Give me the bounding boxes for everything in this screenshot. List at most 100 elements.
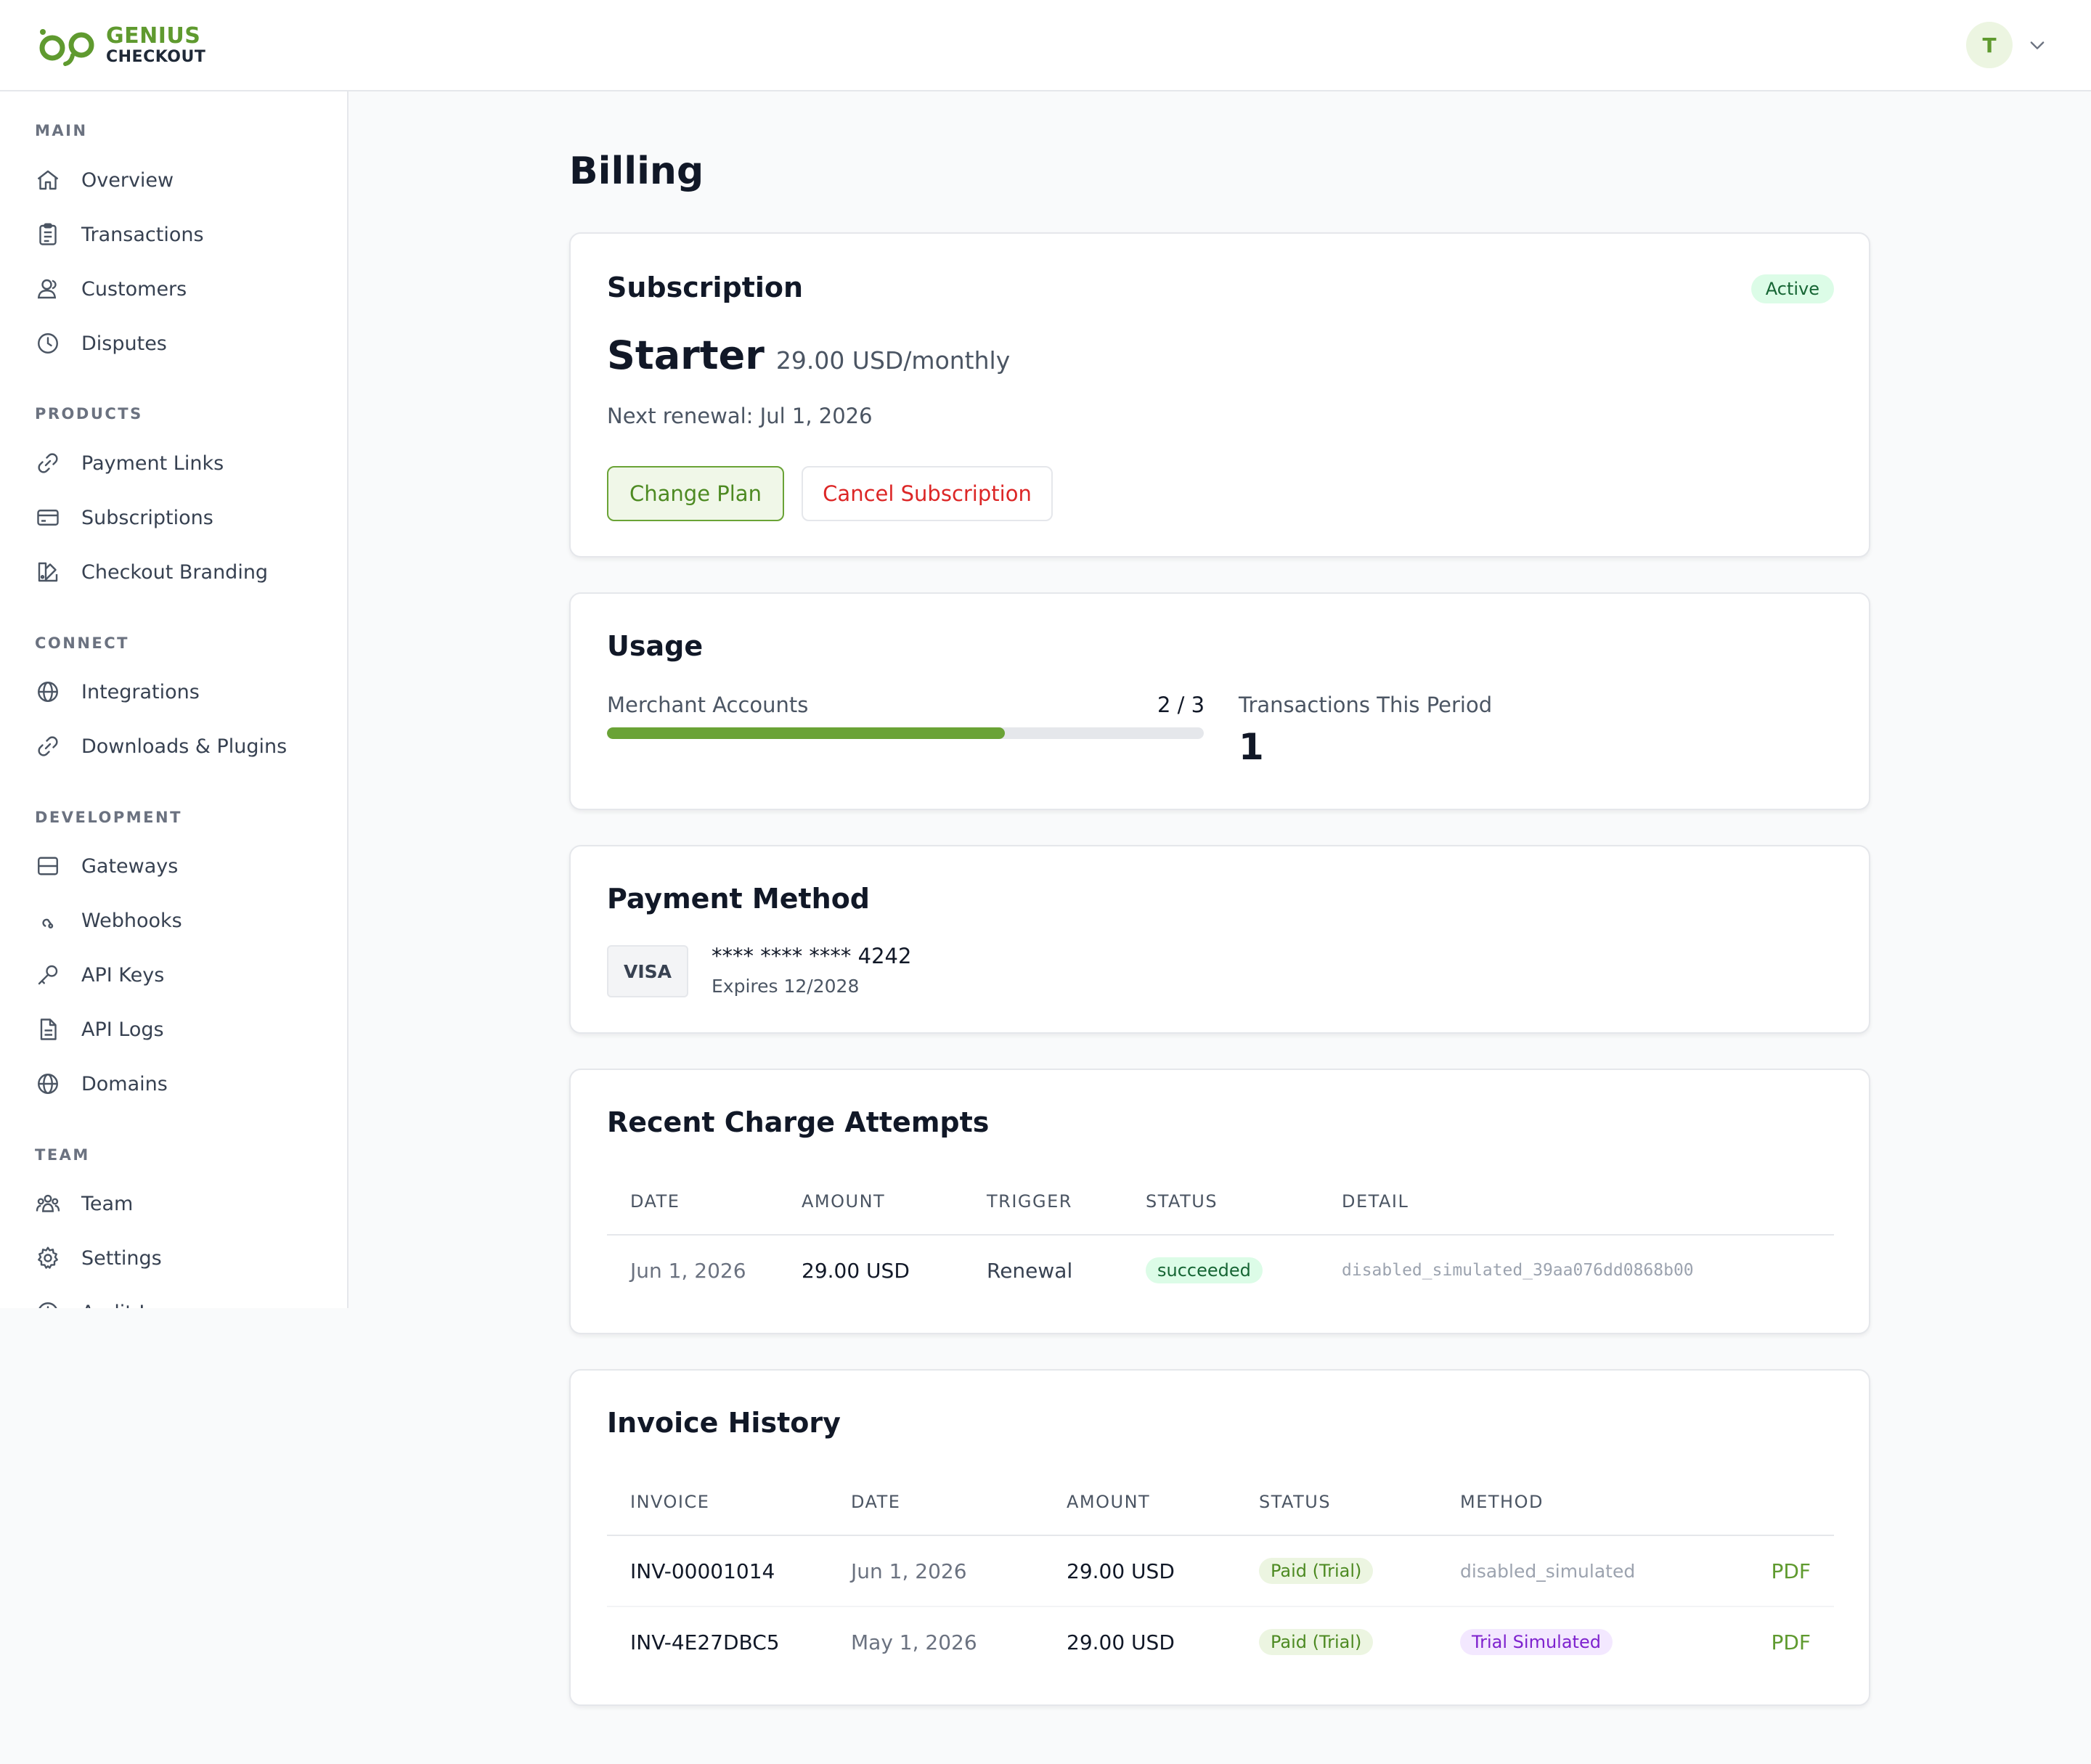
gear-icon — [38, 1246, 58, 1269]
charge-attempts-table: DATE AMOUNT TRIGGER STATUS DETAIL Jun 1,… — [607, 1169, 1834, 1305]
brand-logo[interactable]: GENIUS CHECKOUT — [36, 23, 205, 67]
pdf-link[interactable]: PDF — [1736, 1535, 1834, 1607]
invoice-status-cell: Paid (Trial) — [1259, 1606, 1460, 1677]
sidebar-item-label: Team — [81, 1192, 134, 1215]
sidebar-item-subscriptions[interactable]: Subscriptions — [35, 496, 325, 539]
sidebar-item-label: Disputes — [81, 332, 167, 355]
column-header: METHOD — [1460, 1469, 1736, 1536]
column-header: DETAIL — [1342, 1169, 1834, 1236]
payment-method-card: Payment Method VISA **** **** **** 4242 … — [569, 845, 1870, 1034]
sidebar-item-overview[interactable]: Overview — [35, 158, 325, 202]
column-header: TRIGGER — [987, 1169, 1146, 1236]
subscription-title: Subscription — [607, 271, 804, 303]
logo-line2: CHECKOUT — [106, 47, 206, 66]
sidebar-item-label: Subscriptions — [81, 506, 213, 529]
invoice-date: May 1, 2026 — [851, 1630, 977, 1654]
sidebar-item-settings[interactable]: Settings — [35, 1236, 325, 1280]
sidebar-item-integrations[interactable]: Integrations — [35, 670, 325, 714]
credit-card-icon — [37, 510, 59, 526]
merchant-accounts-progress — [607, 727, 1204, 739]
sidebar-item-payment-links[interactable]: Payment Links — [35, 441, 325, 485]
sidebar-item-audit-log[interactable]: Audit Log — [35, 1291, 325, 1308]
merchant-accounts-value: 2 / 3 — [1157, 693, 1205, 717]
plan-price: 29.00 USD/monthly — [775, 346, 1011, 375]
link-icon — [38, 453, 58, 473]
nav-section-connect: CONNECT — [35, 634, 129, 652]
sidebar: MAIN Overview Transactions Customers Dis… — [0, 91, 348, 1308]
sidebar-item-webhooks[interactable]: Webhooks — [35, 899, 325, 942]
sidebar-item-disputes[interactable]: Disputes — [35, 322, 325, 365]
user-menu[interactable]: T — [1966, 22, 2047, 68]
sidebar-item-gateways[interactable]: Gateways — [35, 844, 325, 888]
plan-name: Starter — [607, 332, 765, 378]
nav-section-products: PRODUCTS — [35, 405, 143, 422]
invoice-history-card: Invoice History INVOICE DATE AMOUNT STAT… — [569, 1369, 1870, 1706]
sidebar-item-label: Gateways — [81, 854, 179, 878]
card-number: **** **** **** 4242 — [712, 944, 912, 968]
sidebar-item-label: Audit Log — [81, 1302, 174, 1309]
transactions-period-label: Transactions This Period — [1239, 693, 1493, 717]
invoice-status-cell: Paid (Trial) — [1259, 1535, 1460, 1607]
usage-title: Usage — [607, 630, 704, 662]
sidebar-item-api-logs[interactable]: API Logs — [35, 1008, 325, 1051]
card-brand-badge: VISA — [607, 945, 688, 997]
table-row: INV-4E27DBC5 May 1, 2026 29.00 USD Paid … — [607, 1606, 1834, 1677]
table-header-row: INVOICE DATE AMOUNT STATUS METHOD — [607, 1469, 1834, 1536]
sidebar-item-customers[interactable]: Customers — [35, 267, 325, 311]
table-header-row: DATE AMOUNT TRIGGER STATUS DETAIL — [607, 1169, 1834, 1236]
status-badge: Active — [1750, 274, 1834, 303]
payment-method-title: Payment Method — [607, 883, 871, 915]
key-icon — [38, 965, 58, 985]
column-header: DATE — [851, 1469, 1067, 1536]
nav-section-team: TEAM — [35, 1146, 90, 1164]
sidebar-item-label: Downloads & Plugins — [81, 735, 288, 758]
merchant-accounts-label: Merchant Accounts — [607, 693, 809, 717]
sidebar-item-transactions[interactable]: Transactions — [35, 213, 325, 256]
sidebar-item-label: API Logs — [81, 1018, 164, 1041]
sidebar-item-label: Customers — [81, 277, 187, 301]
column-header: AMOUNT — [1067, 1469, 1259, 1536]
sidebar-item-domains[interactable]: Domains — [35, 1062, 325, 1106]
subscription-card: Subscription Active Starter 29.00 USD/mo… — [569, 232, 1870, 558]
sidebar-item-label: Settings — [81, 1246, 162, 1270]
column-header: AMOUNT — [802, 1169, 987, 1236]
clipboard-icon — [39, 223, 57, 245]
plan-row: Starter 29.00 USD/monthly — [607, 332, 1010, 378]
sidebar-item-api-keys[interactable]: API Keys — [35, 953, 325, 997]
nav-section-development: DEVELOPMENT — [35, 809, 182, 826]
globe-icon — [38, 1074, 58, 1094]
cancel-subscription-button[interactable]: Cancel Subscription — [802, 466, 1053, 521]
sidebar-item-checkout-branding[interactable]: Checkout Branding — [35, 550, 325, 594]
sidebar-item-team[interactable]: Team — [35, 1182, 325, 1225]
invoice-method-cell: Trial Simulated — [1460, 1606, 1736, 1677]
link-icon — [38, 736, 58, 756]
invoice-method: disabled_simulated — [1460, 1535, 1736, 1607]
change-plan-button[interactable]: Change Plan — [607, 466, 784, 521]
logo-mark-icon — [39, 29, 94, 66]
usage-card: Usage Merchant Accounts 2 / 3 Transactio… — [569, 592, 1870, 810]
renewal-date: Next renewal: Jul 1, 2026 — [607, 404, 873, 428]
home-icon — [37, 170, 59, 190]
column-header-empty — [1736, 1469, 1834, 1536]
invoice-date: Jun 1, 2026 — [851, 1535, 1067, 1607]
chevron-down-icon[interactable] — [2027, 35, 2047, 55]
sidebar-item-label: Webhooks — [81, 909, 182, 932]
invoice-number: INV-00001014 — [607, 1535, 851, 1607]
status-badge: Paid (Trial) — [1259, 1558, 1374, 1584]
team-icon — [36, 1194, 60, 1212]
webhook-icon — [42, 918, 54, 928]
sidebar-item-label: Integrations — [81, 680, 200, 703]
charge-trigger: Renewal — [987, 1258, 1073, 1283]
column-header: STATUS — [1146, 1169, 1342, 1236]
page-title: Billing — [569, 150, 704, 193]
table-row: INV-00001014 Jun 1, 2026 29.00 USD Paid … — [607, 1535, 1834, 1607]
invoice-number: INV-4E27DBC5 — [630, 1630, 780, 1654]
palette-icon — [38, 562, 58, 582]
sidebar-item-downloads-plugins[interactable]: Downloads & Plugins — [35, 724, 325, 768]
sidebar-item-label: Domains — [81, 1072, 168, 1095]
avatar[interactable]: T — [1966, 22, 2013, 68]
pdf-link[interactable]: PDF — [1771, 1630, 1811, 1654]
charge-status-cell: succeeded — [1146, 1235, 1342, 1305]
invoice-history-table: INVOICE DATE AMOUNT STATUS METHOD INV-00… — [607, 1469, 1834, 1677]
globe-icon — [38, 682, 58, 702]
